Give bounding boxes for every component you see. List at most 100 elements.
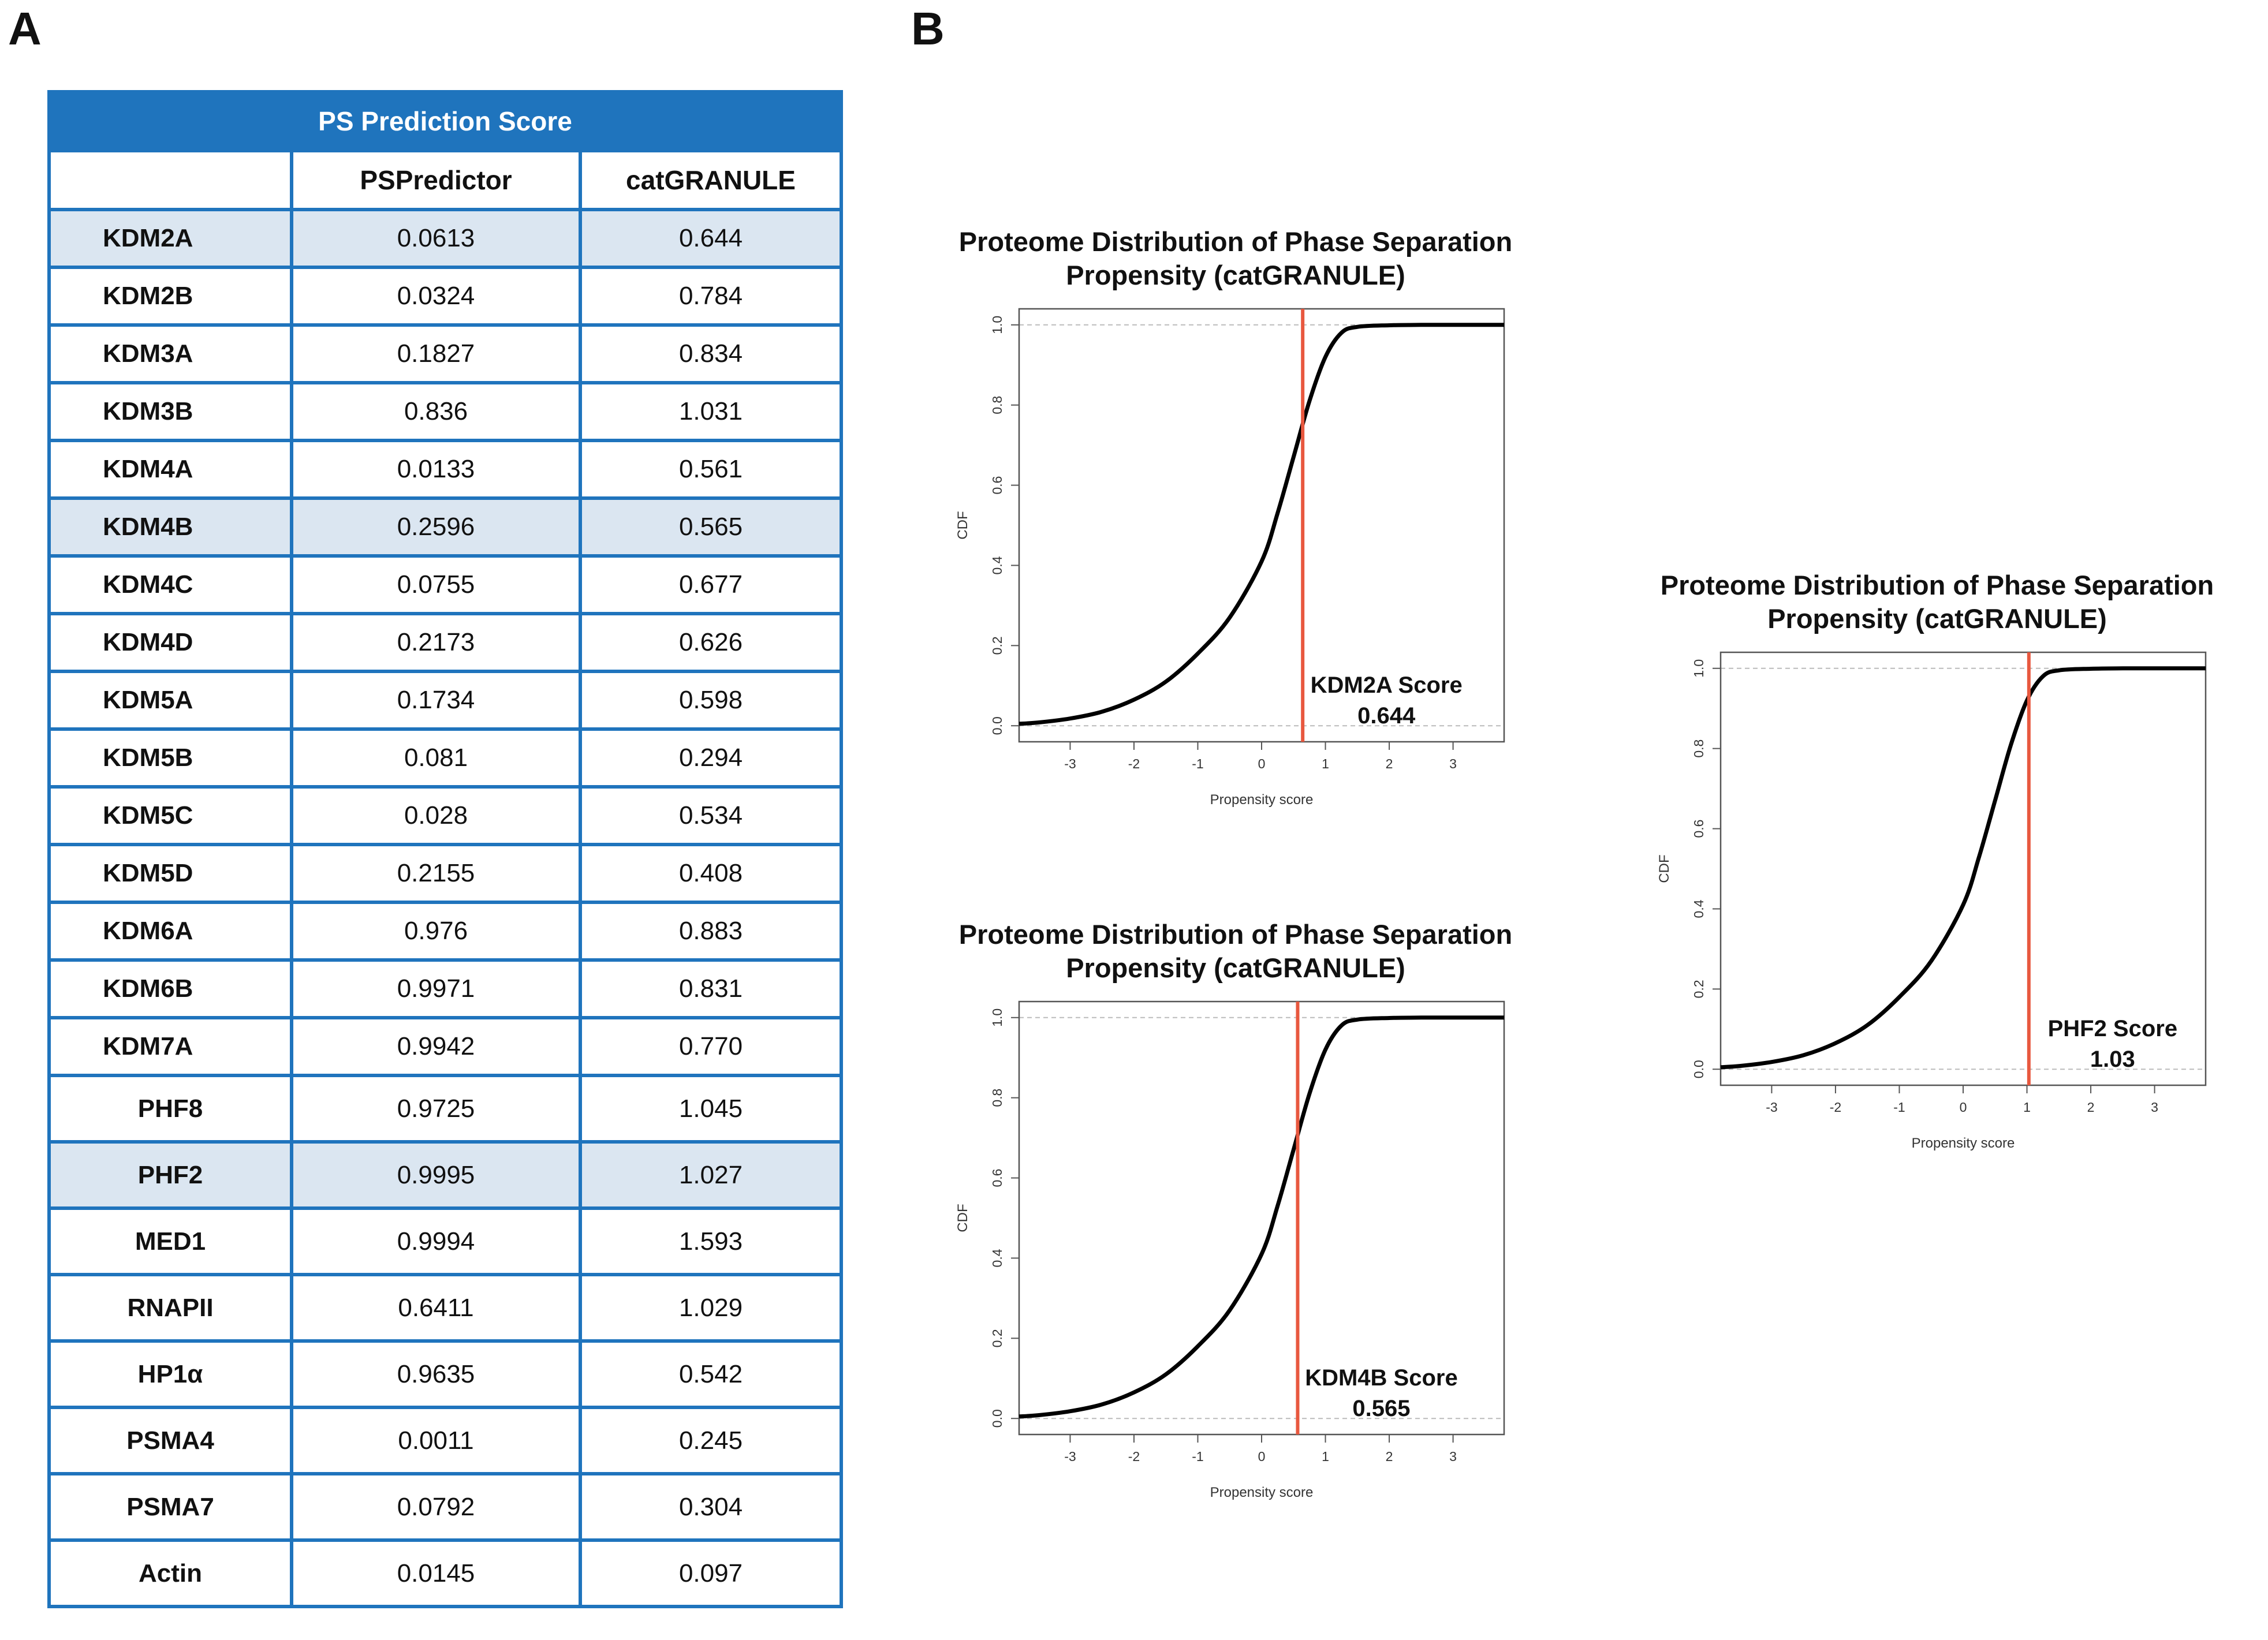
catgranule-cell: 0.677 bbox=[578, 554, 844, 615]
table-row: KDM4C 0.0755 0.677 bbox=[47, 554, 844, 615]
x-tick-label: -3 bbox=[1766, 1100, 1777, 1115]
pspredictor-cell: 0.9942 bbox=[290, 1016, 582, 1077]
pspredictor-cell: 0.1734 bbox=[290, 670, 582, 731]
table-row: KDM6A 0.976 0.883 bbox=[47, 901, 844, 962]
table-row: KDM7A 0.9942 0.770 bbox=[47, 1016, 844, 1077]
y-tick-label: 0.6 bbox=[990, 1169, 1005, 1187]
gene-name-cell: PHF8 bbox=[47, 1074, 293, 1144]
column-header-pspredictor: PSPredictor bbox=[290, 149, 582, 211]
x-tick-label: 1 bbox=[1322, 1449, 1329, 1464]
x-tick-label: -3 bbox=[1064, 756, 1076, 771]
x-tick-label: -3 bbox=[1064, 1449, 1076, 1464]
x-tick-label: -1 bbox=[1192, 1449, 1203, 1464]
score-value: 1.03 bbox=[2090, 1047, 2135, 1072]
x-tick-label: 1 bbox=[2023, 1100, 2031, 1115]
table-row: KDM4D 0.2173 0.626 bbox=[47, 612, 844, 673]
chart-title: Proteome Distribution of Phase Separatio… bbox=[959, 226, 1512, 257]
gene-name-cell: KDM3A bbox=[47, 323, 293, 384]
gene-name-cell: KDM5A bbox=[47, 670, 293, 731]
catgranule-cell: 0.565 bbox=[578, 496, 844, 558]
x-tick-label: -2 bbox=[1128, 756, 1140, 771]
x-tick-label: -2 bbox=[1128, 1449, 1140, 1464]
x-tick-label: 2 bbox=[1386, 756, 1393, 771]
gene-name-cell: PHF2 bbox=[47, 1140, 293, 1210]
pspredictor-cell: 0.0324 bbox=[290, 266, 582, 327]
table-row: KDM3A 0.1827 0.834 bbox=[47, 323, 844, 384]
x-tick-label: -1 bbox=[1893, 1100, 1905, 1115]
y-axis-label: CDF bbox=[955, 511, 971, 539]
pspredictor-cell: 0.6411 bbox=[290, 1273, 582, 1343]
cdf-chart-kdm2a: Proteome Distribution of Phase Separatio… bbox=[955, 222, 1536, 817]
y-tick-label: 0.0 bbox=[1691, 1060, 1706, 1078]
gene-name-cell: Actin bbox=[47, 1538, 293, 1608]
gene-name-cell: MED1 bbox=[47, 1206, 293, 1276]
chart-title: Propensity (catGRANULE) bbox=[1767, 603, 2107, 634]
catgranule-cell: 0.408 bbox=[578, 843, 844, 904]
x-tick-label: 3 bbox=[2151, 1100, 2158, 1115]
y-tick-label: 1.0 bbox=[990, 316, 1005, 334]
catgranule-cell: 0.534 bbox=[578, 785, 844, 846]
cdf-curve bbox=[1019, 323, 1504, 726]
chart-title: Propensity (catGRANULE) bbox=[1066, 260, 1405, 290]
cdf-chart-svg: Proteome Distribution of Phase Separatio… bbox=[955, 919, 1512, 1500]
table-row: KDM4A 0.0133 0.561 bbox=[47, 439, 844, 500]
pspredictor-cell: 0.2596 bbox=[290, 496, 582, 558]
gene-name-cell: KDM5B bbox=[47, 727, 293, 789]
table-row: KDM5C 0.028 0.534 bbox=[47, 785, 844, 846]
catgranule-cell: 1.593 bbox=[578, 1206, 844, 1276]
ps-prediction-table: PS Prediction Score PSPredictor catGRANU… bbox=[47, 90, 844, 1608]
y-tick-label: 0.8 bbox=[990, 1089, 1005, 1107]
pspredictor-cell: 0.9995 bbox=[290, 1140, 582, 1210]
table-row: PSMA7 0.0792 0.304 bbox=[47, 1472, 844, 1542]
x-tick-label: -2 bbox=[1830, 1100, 1841, 1115]
gene-name-cell: KDM2A bbox=[47, 208, 293, 269]
y-tick-label: 0.0 bbox=[990, 716, 1005, 735]
gene-name-cell: KDM4A bbox=[47, 439, 293, 500]
pspredictor-cell: 0.2155 bbox=[290, 843, 582, 904]
y-tick-label: 0.8 bbox=[1691, 739, 1706, 758]
gene-name-cell: RNAPII bbox=[47, 1273, 293, 1343]
catgranule-cell: 0.831 bbox=[578, 958, 844, 1019]
y-tick-label: 0.8 bbox=[990, 396, 1005, 414]
pspredictor-cell: 0.0133 bbox=[290, 439, 582, 500]
gene-name-cell: KDM3B bbox=[47, 381, 293, 442]
table-row: KDM3B 0.836 1.031 bbox=[47, 381, 844, 442]
pspredictor-cell: 0.028 bbox=[290, 785, 582, 846]
x-tick-label: 2 bbox=[2087, 1100, 2095, 1115]
table-row: KDM6B 0.9971 0.831 bbox=[47, 958, 844, 1019]
table-row: KDM5D 0.2155 0.408 bbox=[47, 843, 844, 904]
x-axis-label: Propensity score bbox=[1912, 1135, 2015, 1151]
pspredictor-cell: 0.836 bbox=[290, 381, 582, 442]
gene-name-cell: KDM6B bbox=[47, 958, 293, 1019]
catgranule-cell: 0.644 bbox=[578, 208, 844, 269]
cdf-curve bbox=[1720, 666, 2206, 1070]
gene-name-cell: KDM4D bbox=[47, 612, 293, 673]
pspredictor-cell: 0.9971 bbox=[290, 958, 582, 1019]
table-row: KDM2B 0.0324 0.784 bbox=[47, 266, 844, 327]
catgranule-cell: 0.561 bbox=[578, 439, 844, 500]
chart-title: Proteome Distribution of Phase Separatio… bbox=[959, 919, 1512, 950]
pspredictor-cell: 0.0755 bbox=[290, 554, 582, 615]
y-tick-label: 0.4 bbox=[990, 1249, 1005, 1267]
score-value: 0.644 bbox=[1357, 703, 1416, 729]
table-row: KDM5A 0.1734 0.598 bbox=[47, 670, 844, 731]
y-axis-label: CDF bbox=[1657, 854, 1672, 883]
catgranule-cell: 0.097 bbox=[578, 1538, 844, 1608]
y-tick-label: 0.6 bbox=[990, 476, 1005, 495]
column-header-catgranule: catGRANULE bbox=[578, 149, 844, 211]
x-tick-label: -1 bbox=[1192, 756, 1203, 771]
pspredictor-cell: 0.0613 bbox=[290, 208, 582, 269]
gene-name-cell: KDM4B bbox=[47, 496, 293, 558]
score-label: PHF2 Score bbox=[2048, 1016, 2178, 1041]
cdf-chart-kdm4b: Proteome Distribution of Phase Separatio… bbox=[955, 915, 1536, 1510]
cdf-curve bbox=[1019, 1015, 1504, 1419]
pspredictor-cell: 0.976 bbox=[290, 901, 582, 962]
pspredictor-cell: 0.081 bbox=[290, 727, 582, 789]
catgranule-cell: 0.626 bbox=[578, 612, 844, 673]
x-tick-label: 0 bbox=[1258, 1449, 1266, 1464]
pspredictor-cell: 0.1827 bbox=[290, 323, 582, 384]
table-row: MED1 0.9994 1.593 bbox=[47, 1206, 844, 1276]
table-row: KDM2A 0.0613 0.644 bbox=[47, 208, 844, 269]
y-tick-label: 0.0 bbox=[990, 1409, 1005, 1428]
catgranule-cell: 0.304 bbox=[578, 1472, 844, 1542]
